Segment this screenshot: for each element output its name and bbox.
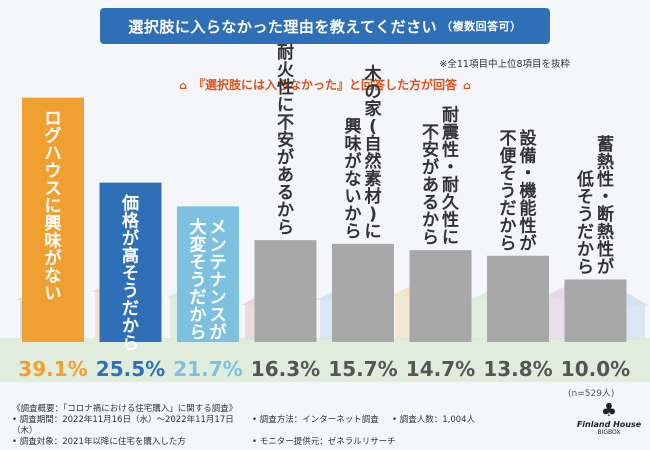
category-label: メンテナンスが [210,218,227,343]
house-icon: ⌂ [179,79,187,92]
tree-icon: ♣ [600,400,618,421]
chart-subtitle: ⌂ 『選択肢には入らなかった』と回答した方が回答 ⌂ [0,76,650,93]
house-icon: ⌂ [463,79,471,92]
survey-method: • 調査方法：インターネット調査 [252,415,379,425]
bar [332,243,394,342]
logo-name: Finland House [576,420,642,429]
survey-overview: 《調査概要：「コロナ禍における住宅購入」に関する調査》 • 調査期間：2022年… [12,404,475,448]
value-label: 13.8% [483,357,552,381]
category-label: 低そうだから [576,169,594,278]
category-label: 耐震性・耐久性に [441,105,460,249]
note-text: ※全11項目中上位8項目を抜粋 [439,59,570,70]
chart-title-suffix: （複数回答可） [441,20,522,33]
value-label: 14.7% [406,357,475,381]
bar [409,250,472,342]
category-label: 不便そうだから [500,129,518,254]
category-label: 木の家(自然素材)に [364,63,383,242]
category-label: 設備・機能性が [520,128,538,254]
category-label: 大変そうだから [190,217,207,343]
chart-title: 選択肢に入らなかった理由を教えてください [128,17,438,36]
company-logo: ♣ Finland House BIGBOX [574,402,644,446]
category-label: 価格が高そうだから [121,193,140,354]
survey-count: • 調査人数：1,004人 [392,415,476,425]
survey-provider: • モニター提供元：ゼネラルリサーチ [252,437,396,447]
bar [254,240,317,342]
chart-title-bar: 選択肢に入らなかった理由を教えてください （複数回答可） [100,8,550,44]
value-label: 25.5% [96,357,165,381]
category-label: 興味がないから [345,116,362,242]
value-label: 16.3% [251,357,320,381]
bar [487,255,549,342]
value-label: 39.1% [18,357,87,381]
value-label: 10.0% [561,357,630,381]
subtitle-text: 『選択肢には入らなかった』と回答した方が回答 [192,78,457,92]
survey-title: 《調査概要：「コロナ禍における住宅購入」に関する調査》 [12,404,238,414]
category-label: ログハウスに興味がない [45,109,62,304]
category-label: 耐火性に不安があるから [277,42,295,238]
bar [22,97,84,342]
survey-period: • 調査期間：2022年11月16日（水）～2022年11月17日（木） [12,415,234,436]
bar [177,206,239,342]
value-label: 21.7% [173,357,242,381]
survey-target: • 調査対象：2021年以降に住宅を購入した方 [12,437,186,447]
category-label: 蓄熱性・断熱性が [597,134,614,278]
value-label: 15.7% [328,357,397,381]
logo-sub: BIGBOX [597,429,621,436]
bar [564,279,627,342]
bar [99,182,162,342]
category-label: 不安があるから [422,123,439,248]
sample-size-label: (n=529人) [568,389,615,399]
